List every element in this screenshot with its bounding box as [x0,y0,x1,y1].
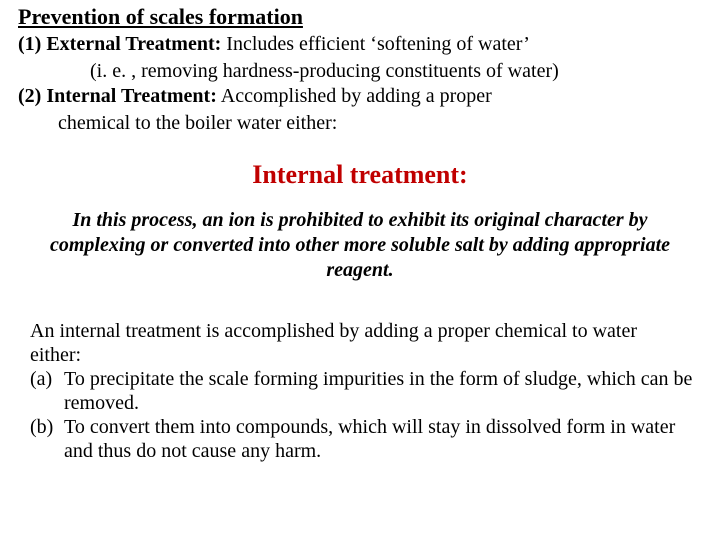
subpoint-b-text: To convert them into compounds, which wi… [64,415,702,463]
subpoint-a: (a) To precipitate the scale forming imp… [18,367,702,415]
body-paragraph: An internal treatment is accomplished by… [18,319,702,367]
item2-text: Accomplished by adding a proper [217,85,492,107]
subpoint-b-marker: (b) [30,415,64,463]
subpoint-a-marker: (a) [30,367,64,415]
item1-label: (1) External Treatment: [18,33,221,55]
main-title: Prevention of scales formation [18,4,702,30]
slide-content: Prevention of scales formation (1) Exter… [0,0,720,473]
emphasis-paragraph: In this process, an ion is prohibited to… [18,208,702,283]
item1-text: Includes efficient ‘softening of water’ [221,33,530,55]
subpoint-b: (b) To convert them into compounds, whic… [18,415,702,463]
section-heading: Internal treatment: [18,160,702,190]
item-internal-treatment: (2) Internal Treatment: Accomplished by … [18,84,702,109]
item1-note: (i. e. , removing hardness-producing con… [18,59,702,84]
item2-label: (2) Internal Treatment: [18,85,217,107]
item2-note: chemical to the boiler water either: [18,111,702,136]
subpoint-a-text: To precipitate the scale forming impurit… [64,367,702,415]
item-external-treatment: (1) External Treatment: Includes efficie… [18,32,702,57]
